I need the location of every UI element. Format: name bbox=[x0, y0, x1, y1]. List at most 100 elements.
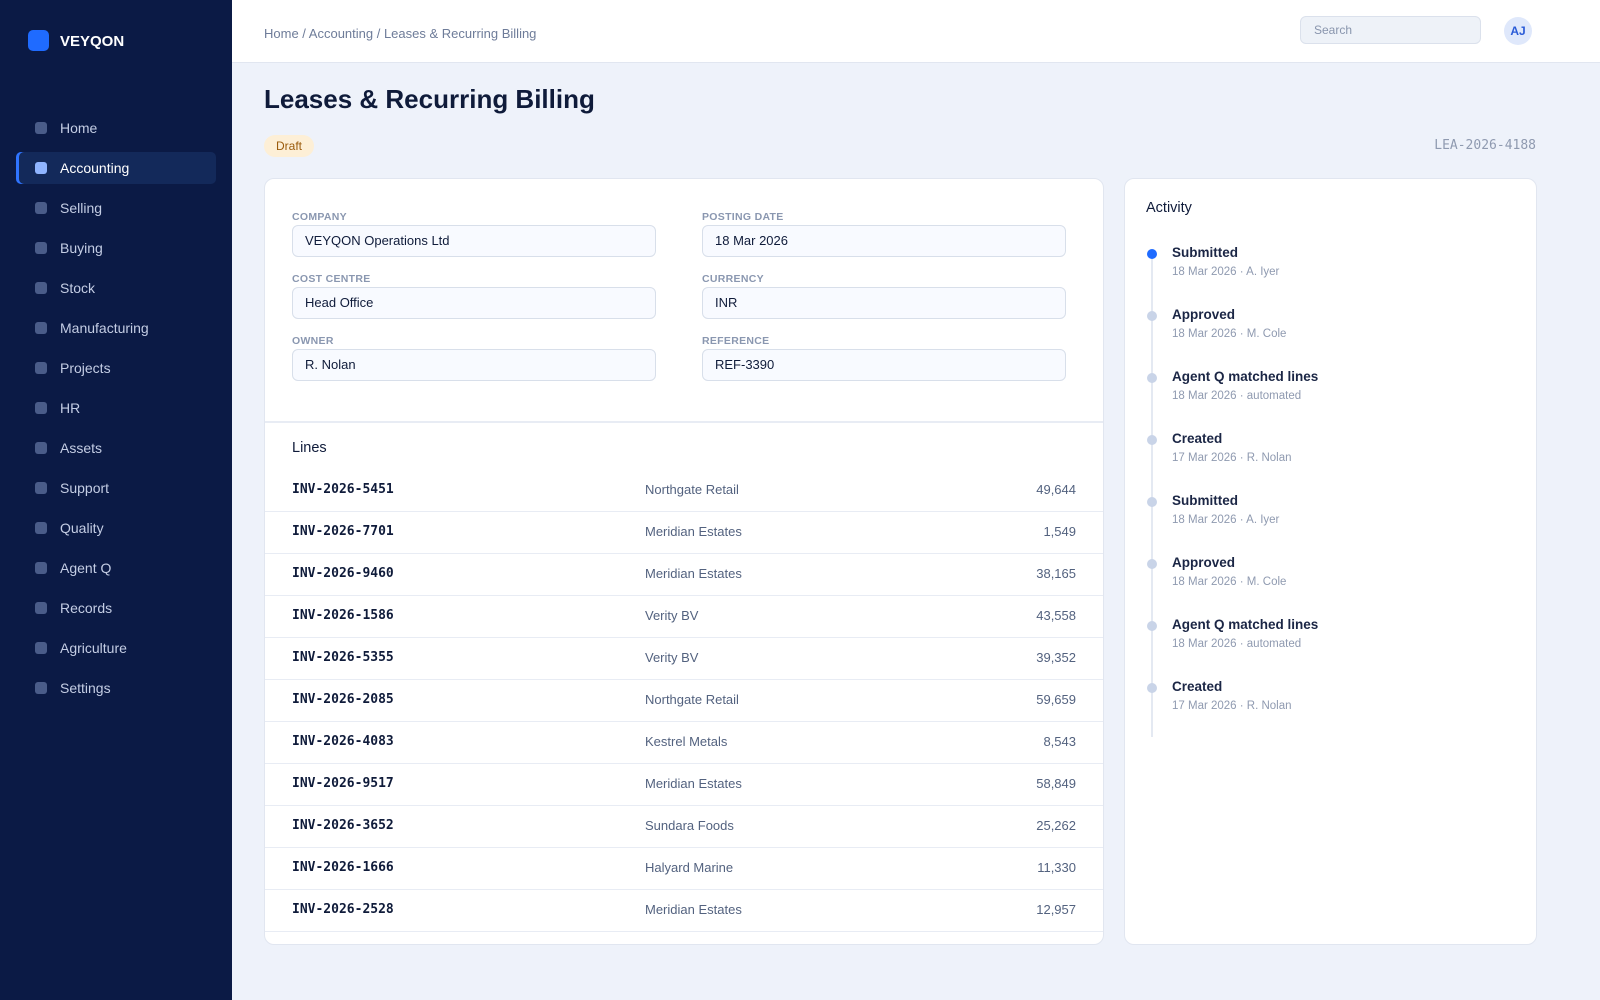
nav-item[interactable]: Settings bbox=[16, 672, 216, 704]
nav-item[interactable]: Home bbox=[16, 112, 216, 144]
activity-event: Submitted bbox=[1172, 245, 1238, 260]
nav-label: Buying bbox=[60, 240, 103, 256]
activity-event: Created bbox=[1172, 431, 1223, 446]
field-input[interactable]: R. Nolan bbox=[292, 349, 656, 381]
invoice-id: INV-2026-2085 bbox=[292, 692, 394, 707]
line-row[interactable]: INV-2026-3652 Sundara Foods 25,262 bbox=[265, 805, 1103, 848]
document-id: LEA-2026-4188 bbox=[1434, 138, 1536, 153]
line-row[interactable]: INV-2026-9517 Meridian Estates 58,849 bbox=[265, 763, 1103, 806]
invoice-id: INV-2026-1666 bbox=[292, 860, 394, 875]
timeline-dot bbox=[1147, 435, 1157, 445]
invoice-id: INV-2026-7701 bbox=[292, 524, 394, 539]
nav-label: Agent Q bbox=[60, 560, 112, 576]
amount: 38,165 bbox=[1036, 566, 1076, 581]
nav-item[interactable]: Accounting bbox=[16, 152, 216, 184]
amount: 58,849 bbox=[1036, 776, 1076, 791]
activity-meta: 18 Mar 2026 · automated bbox=[1172, 638, 1302, 650]
customer: Halyard Marine bbox=[645, 860, 734, 875]
activity-event: Agent Q matched lines bbox=[1172, 617, 1319, 632]
nav-label: Selling bbox=[60, 200, 103, 216]
nav-item[interactable]: Agriculture bbox=[16, 632, 216, 664]
line-row[interactable]: INV-2026-2085 Northgate Retail 59,659 bbox=[265, 679, 1103, 722]
customer: Meridian Estates bbox=[645, 902, 742, 917]
nav-item[interactable]: Records bbox=[16, 592, 216, 624]
customer: Meridian Estates bbox=[645, 524, 742, 539]
line-row[interactable]: INV-2026-1586 Verity BV 43,558 bbox=[265, 595, 1103, 638]
amount: 59,659 bbox=[1036, 692, 1076, 707]
field-label: COMPANY bbox=[292, 211, 347, 223]
customer: Verity BV bbox=[645, 650, 699, 665]
amount: 25,262 bbox=[1036, 818, 1076, 833]
nav-icon bbox=[35, 162, 47, 174]
field-input[interactable]: INR bbox=[702, 287, 1066, 319]
nav-icon bbox=[35, 682, 47, 694]
nav-icon bbox=[35, 242, 47, 254]
nav-icon bbox=[35, 482, 47, 494]
line-row[interactable]: INV-2026-7701 Meridian Estates 1,549 bbox=[265, 511, 1103, 554]
nav-item[interactable]: Selling bbox=[16, 192, 216, 224]
nav-label: Accounting bbox=[60, 160, 130, 176]
nav-item[interactable]: Quality bbox=[16, 512, 216, 544]
timeline-dot bbox=[1147, 559, 1157, 569]
nav-item[interactable]: Agent Q bbox=[16, 552, 216, 584]
invoice-id: INV-2026-5451 bbox=[292, 482, 394, 497]
form-card: Lines COMPANY VEYQON Operations Ltd POSTIN… bbox=[264, 178, 1104, 945]
field-label: CURRENCY bbox=[702, 273, 764, 285]
amount: 39,352 bbox=[1036, 650, 1076, 665]
activity-meta: 18 Mar 2026 · M. Cole bbox=[1172, 328, 1287, 340]
logo bbox=[28, 30, 49, 51]
nav-label: Home bbox=[60, 120, 98, 136]
line-row[interactable]: INV-2026-1666 Halyard Marine 11,330 bbox=[265, 847, 1103, 890]
line-row[interactable]: INV-2026-2528 Meridian Estates 12,957 bbox=[265, 889, 1103, 932]
brand: VEYQON bbox=[60, 33, 125, 50]
field-input[interactable]: 18 Mar 2026 bbox=[702, 225, 1066, 257]
line-row[interactable]: INV-2026-5451 Northgate Retail 49,644 bbox=[265, 469, 1103, 512]
line-row[interactable]: INV-2026-4083 Kestrel Metals 8,543 bbox=[265, 721, 1103, 764]
activity-event: Approved bbox=[1172, 307, 1236, 322]
nav-item[interactable]: Support bbox=[16, 472, 216, 504]
nav-item[interactable]: Buying bbox=[16, 232, 216, 264]
nav-label: Settings bbox=[60, 680, 111, 696]
nav-label: Quality bbox=[60, 520, 104, 536]
invoice-id: INV-2026-9460 bbox=[292, 566, 394, 581]
nav-icon bbox=[35, 282, 47, 294]
customer: Kestrel Metals bbox=[645, 734, 728, 749]
field-label: REFERENCE bbox=[702, 335, 770, 347]
amount: 12,957 bbox=[1036, 902, 1076, 917]
invoice-id: INV-2026-4083 bbox=[292, 734, 394, 749]
breadcrumb[interactable]: Home / Accounting / Leases & Recurring B… bbox=[264, 26, 537, 41]
field-label: OWNER bbox=[292, 335, 334, 347]
nav-icon bbox=[35, 122, 47, 134]
timeline-dot bbox=[1147, 683, 1157, 693]
avatar[interactable]: AJ bbox=[1504, 17, 1532, 45]
nav-item[interactable]: HR bbox=[16, 392, 216, 424]
activity-meta: 17 Mar 2026 · R. Nolan bbox=[1172, 452, 1292, 464]
nav-item[interactable]: Assets bbox=[16, 432, 216, 464]
activity-event: Agent Q matched lines bbox=[1172, 369, 1319, 384]
nav-label: Support bbox=[60, 480, 110, 496]
customer: Sundara Foods bbox=[645, 818, 734, 833]
line-row[interactable]: INV-2026-5355 Verity BV 39,352 bbox=[265, 637, 1103, 680]
timeline-dot bbox=[1147, 249, 1157, 259]
field-input[interactable]: Head Office bbox=[292, 287, 656, 319]
field-input[interactable]: VEYQON Operations Ltd bbox=[292, 225, 656, 257]
section-title: Activity bbox=[1146, 200, 1192, 216]
nav-icon bbox=[35, 202, 47, 214]
field-label: COST CENTRE bbox=[292, 273, 371, 285]
nav-item[interactable]: Manufacturing bbox=[16, 312, 216, 344]
nav-icon bbox=[35, 442, 47, 454]
section-title: Lines bbox=[292, 440, 327, 456]
nav-item[interactable]: Projects bbox=[16, 352, 216, 384]
search-box[interactable]: Search bbox=[1300, 16, 1481, 44]
sidebar: VEYQON Home Accounting Selling Buying Stock M… bbox=[0, 0, 232, 1000]
field-input[interactable]: REF-3390 bbox=[702, 349, 1066, 381]
nav-label: HR bbox=[60, 400, 81, 416]
customer: Northgate Retail bbox=[645, 482, 739, 497]
customer: Northgate Retail bbox=[645, 692, 739, 707]
timeline-line bbox=[1151, 253, 1153, 737]
invoice-id: INV-2026-3652 bbox=[292, 818, 394, 833]
page-title: Leases & Recurring Billing bbox=[264, 84, 595, 114]
nav-item[interactable]: Stock bbox=[16, 272, 216, 304]
line-row[interactable]: INV-2026-9460 Meridian Estates 38,165 bbox=[265, 553, 1103, 596]
